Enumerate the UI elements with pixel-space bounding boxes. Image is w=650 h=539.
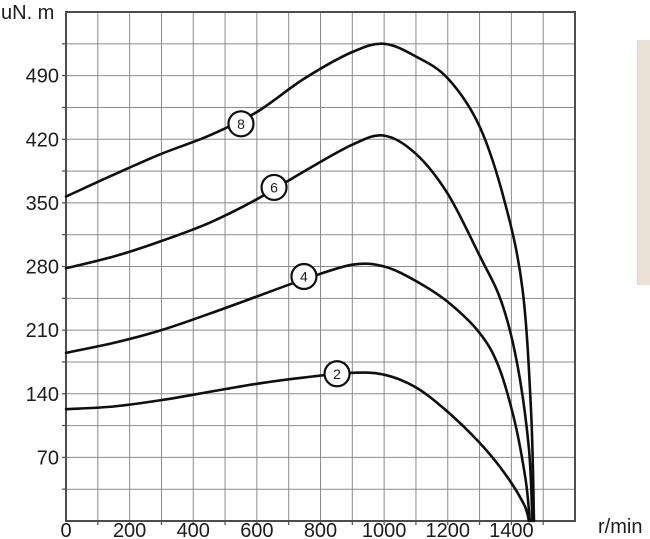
plot-frame xyxy=(65,11,576,522)
curve-label-number-8: 8 xyxy=(237,116,245,132)
curve-label-circle-6 xyxy=(260,173,288,202)
x-tick-label: 800 xyxy=(304,520,337,538)
curve-label-number-4: 4 xyxy=(300,268,308,284)
x-tick-label: 200 xyxy=(113,520,146,538)
curve-label-circle-4 xyxy=(290,262,318,291)
curve-8 xyxy=(64,42,536,523)
x-axis-unit-label: r/min xyxy=(598,516,643,538)
curve-label-circle-2 xyxy=(323,360,351,388)
x-tick-label: 1400 xyxy=(489,520,534,538)
y-tick-labels: 70 140 210 280 350 420 490 xyxy=(26,66,59,470)
curve-label-number-6: 6 xyxy=(270,179,278,195)
y-tick-label: 420 xyxy=(26,129,59,151)
y-tick-label: 70 xyxy=(37,447,59,469)
grid-lines xyxy=(66,12,575,521)
x-tick-label: 0 xyxy=(60,520,71,538)
curve-label-marker-2: 2 xyxy=(323,360,351,388)
curve-label-circle-8 xyxy=(227,110,255,138)
curves xyxy=(64,42,536,523)
x-tick-label: 400 xyxy=(177,520,210,538)
curve-label-marker-4: 4 xyxy=(290,262,318,291)
x-tick-label: 600 xyxy=(240,520,273,538)
curve-label-number-2: 2 xyxy=(333,366,341,382)
curve-6 xyxy=(64,134,534,523)
y-tick-label: 490 xyxy=(26,66,59,88)
curve-label-marker-8: 8 xyxy=(227,110,255,138)
y-tick-label: 210 xyxy=(26,320,59,342)
x-tick-label: 1200 xyxy=(426,520,471,538)
curve-2 xyxy=(64,371,531,523)
y-tick-label: 140 xyxy=(26,384,59,406)
y-axis-unit-label: uN. m xyxy=(1,2,55,24)
y-tick-label: 280 xyxy=(26,257,59,279)
adjacent-panel-edge-fragment xyxy=(637,40,650,285)
x-tick-label: 1000 xyxy=(362,520,407,538)
curve-label-marker-6: 6 xyxy=(260,173,288,202)
y-tick-label: 350 xyxy=(26,193,59,215)
x-tick-labels: 0 200 400 600 800 1000 1200 1400 xyxy=(60,520,533,538)
curve-4 xyxy=(64,262,532,523)
